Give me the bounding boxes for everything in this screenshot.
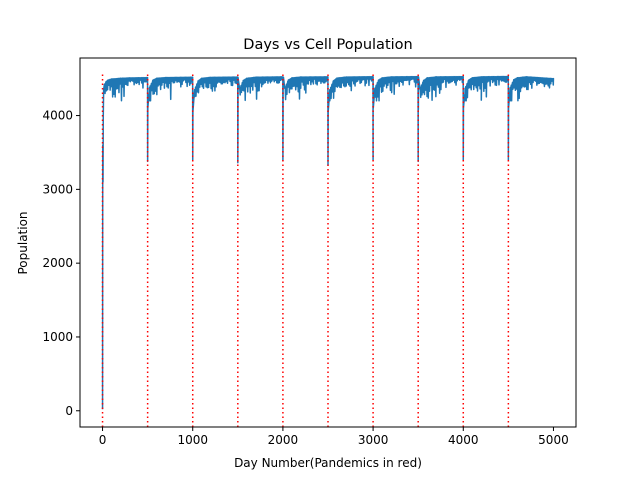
x-axis: 0 1000 2000 3000 4000 5000 (99, 427, 569, 447)
plot-area (101, 74, 555, 427)
y-tick-label: 2000 (42, 256, 73, 270)
y-tick-label: 0 (65, 404, 73, 418)
series-line-population (101, 75, 555, 410)
x-tick-label: 4000 (448, 433, 479, 447)
y-tick-label: 3000 (42, 182, 73, 196)
y-tick-label: 1000 (42, 330, 73, 344)
x-tick-label: 2000 (268, 433, 299, 447)
x-tick-label: 1000 (177, 433, 208, 447)
y-axis: 0 1000 2000 3000 4000 (42, 109, 80, 418)
y-axis-label: Population (16, 211, 30, 274)
x-tick-label: 0 (99, 433, 107, 447)
chart-title: Days vs Cell Population (243, 37, 412, 53)
y-tick-label: 4000 (42, 109, 73, 123)
x-tick-label: 5000 (538, 433, 569, 447)
x-tick-label: 3000 (358, 433, 389, 447)
plot-frame (79, 57, 577, 428)
x-axis-label: Day Number(Pandemics in red) (234, 456, 422, 470)
